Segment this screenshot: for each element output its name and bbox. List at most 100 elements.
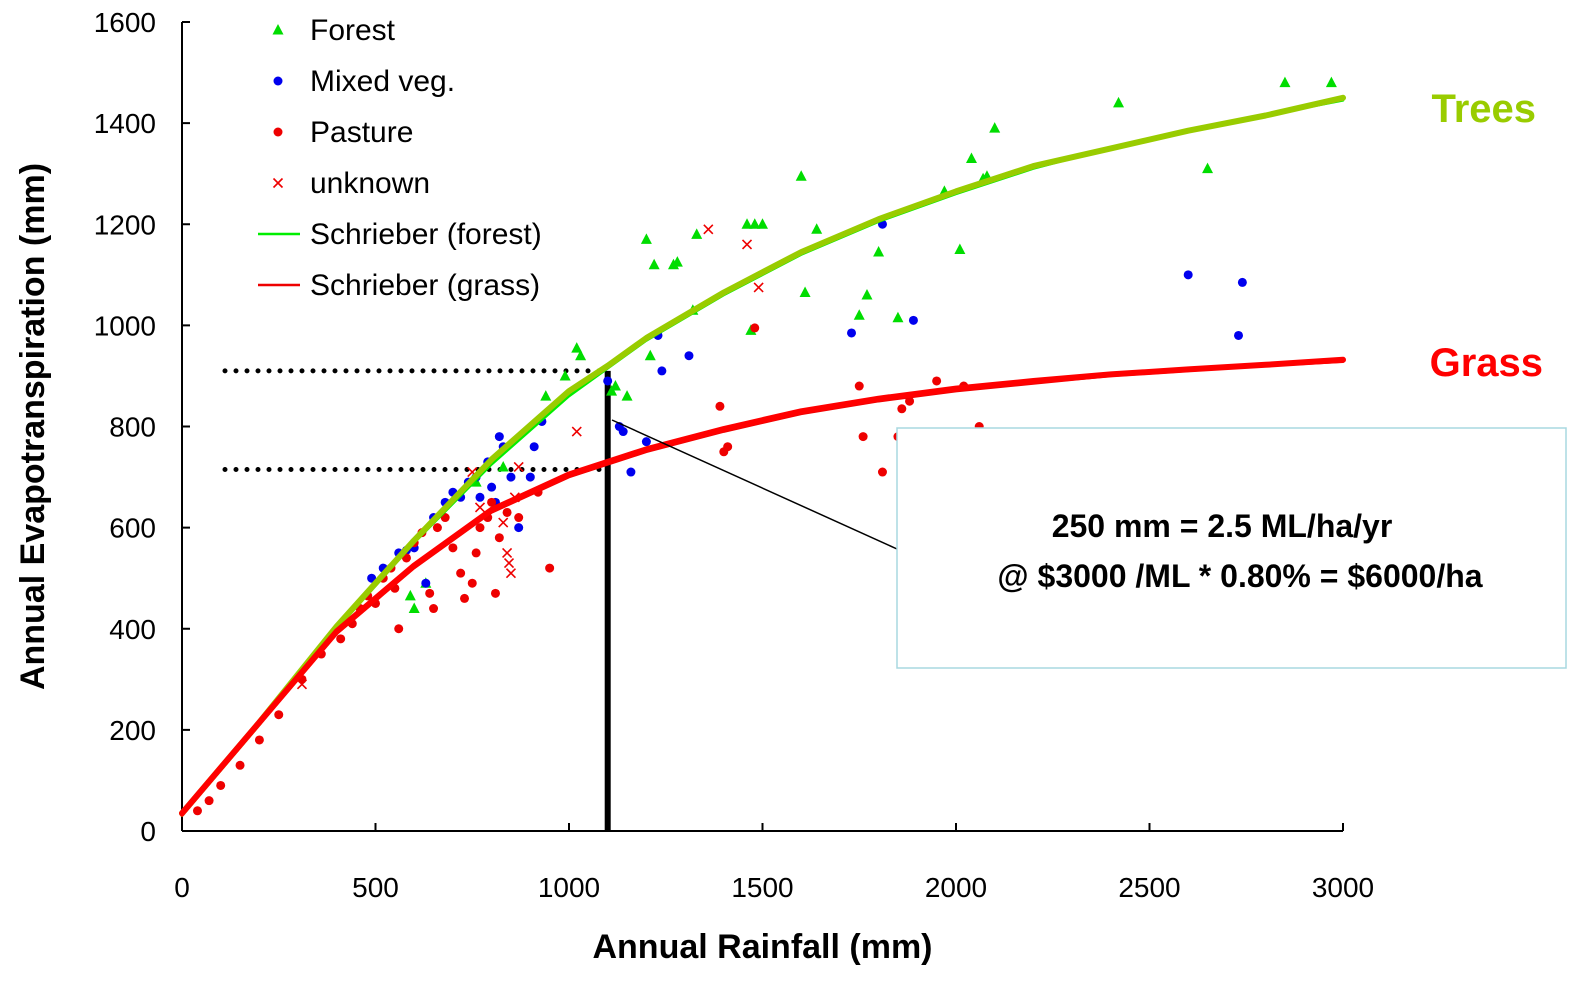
data-point — [467, 578, 477, 588]
data-point — [192, 806, 202, 816]
data-point — [757, 218, 768, 229]
data-point — [296, 679, 308, 690]
data-point — [503, 557, 515, 569]
data-point — [644, 349, 656, 361]
data-point — [1183, 270, 1193, 280]
data-point — [216, 780, 226, 790]
data-point — [703, 224, 714, 235]
y-tick-label: 1000 — [94, 310, 156, 341]
data-point — [487, 497, 497, 507]
data-point — [1325, 76, 1337, 88]
series-line — [179, 94, 1346, 817]
data-point — [525, 472, 535, 482]
data-point — [408, 602, 420, 614]
data-point — [621, 390, 633, 401]
data-point — [475, 523, 485, 533]
legend-label: Pasture — [310, 116, 413, 149]
data-point — [513, 461, 524, 473]
data-point — [989, 122, 1001, 133]
data-point — [235, 760, 245, 770]
data-point — [514, 523, 524, 533]
data-point — [799, 286, 811, 298]
data-point — [1237, 277, 1247, 287]
data-point — [529, 442, 539, 452]
series-line — [179, 356, 1346, 817]
x-tick-label: 0 — [174, 872, 190, 903]
data-point — [487, 482, 497, 492]
data-point — [715, 401, 725, 411]
data-point — [741, 218, 753, 229]
data-point — [460, 593, 470, 603]
data-point — [471, 548, 481, 558]
data-point — [475, 492, 485, 502]
callout-line-1: 250 mm = 2.5 ML/ha/yr — [1052, 508, 1393, 544]
data-point — [858, 432, 868, 442]
data-point — [545, 563, 555, 573]
legend-swatch — [273, 127, 283, 137]
data-point — [877, 467, 887, 477]
data-point — [648, 258, 660, 270]
grass-label: Grass — [1430, 341, 1543, 385]
data-point — [336, 634, 346, 644]
data-point — [861, 289, 873, 300]
data-point — [954, 243, 966, 255]
callout-leader-line — [611, 419, 898, 550]
data-point — [490, 588, 500, 598]
y-tick-label: 800 — [109, 412, 156, 443]
data-point — [1279, 76, 1291, 88]
x-tick-label: 1500 — [731, 872, 793, 903]
series-layer — [179, 76, 1346, 818]
data-point — [559, 369, 571, 381]
data-point — [204, 796, 214, 806]
data-point — [1202, 162, 1214, 174]
y-tick-label: 600 — [109, 513, 156, 544]
data-point — [575, 349, 587, 361]
data-point — [641, 437, 651, 447]
x-tick-label: 2500 — [1118, 872, 1180, 903]
data-point — [609, 380, 621, 391]
data-point — [432, 523, 442, 533]
data-point — [671, 256, 683, 267]
data-point — [429, 604, 439, 614]
y-axis-label: Annual Evapotranspiration (mm) — [14, 163, 52, 690]
trees-label: Trees — [1431, 87, 1536, 131]
data-point — [626, 467, 636, 477]
series-unknown — [296, 224, 764, 690]
data-point — [254, 735, 264, 745]
annotations: Trees Grass 250 mm = 2.5 ML/ha/yr @ $3000 /… — [611, 87, 1567, 669]
data-point — [394, 624, 404, 634]
legend-label: Schrieber (grass) — [310, 269, 540, 302]
data-point — [618, 427, 628, 437]
data-point — [502, 547, 513, 558]
data-point — [749, 218, 761, 229]
data-point — [603, 376, 613, 386]
y-tick-label: 1200 — [94, 209, 156, 240]
y-tick-label: 400 — [109, 614, 156, 645]
data-point — [1113, 96, 1125, 108]
data-point — [421, 578, 431, 588]
data-point — [571, 342, 583, 353]
legend-label: unknown — [310, 167, 430, 200]
legend-swatch — [273, 76, 283, 86]
data-point — [965, 152, 977, 164]
legend-swatch — [272, 177, 284, 189]
legend-label: Schrieber (forest) — [310, 218, 542, 251]
data-point — [514, 513, 524, 523]
data-point — [456, 568, 466, 578]
data-point — [498, 517, 509, 528]
data-point — [932, 376, 942, 386]
legend-swatch — [272, 24, 284, 35]
x-tick-label: 2000 — [925, 872, 987, 903]
series-pasture — [192, 323, 984, 816]
data-point — [404, 589, 416, 601]
data-point — [540, 390, 552, 401]
data-point — [892, 311, 904, 323]
data-point — [474, 502, 486, 513]
data-point — [691, 228, 703, 239]
x-axis-label: Annual Rainfall (mm) — [592, 928, 932, 966]
data-point — [502, 507, 512, 517]
x-tick-label: 1000 — [538, 872, 600, 903]
data-point — [505, 568, 517, 579]
data-point — [657, 366, 667, 376]
